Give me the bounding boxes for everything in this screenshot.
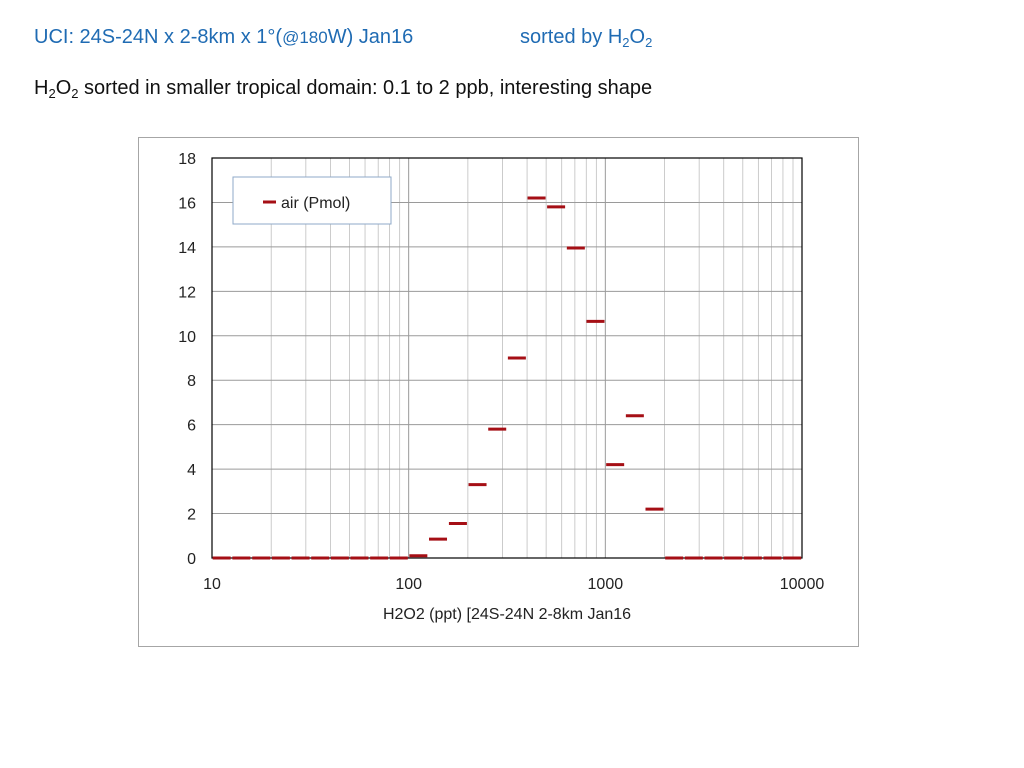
- y-tick-label: 14: [178, 240, 196, 257]
- y-tick-label: 2: [187, 507, 196, 524]
- title-sorted-by: sorted by H2O2: [520, 26, 652, 49]
- title-o-text: O: [629, 26, 646, 48]
- x-axis-tick-labels: 10 100 1000 10000: [203, 576, 824, 593]
- x-tick-label: 10000: [780, 576, 825, 593]
- y-tick-label: 10: [178, 329, 196, 346]
- y-tick-label: 12: [178, 284, 196, 301]
- title-tail-text: W) Jan16: [327, 26, 414, 48]
- legend: air (Pmol): [232, 176, 392, 225]
- title-sorted-text: sorted by H: [520, 26, 623, 48]
- title-subscript: 2: [622, 34, 630, 50]
- y-tick-label: 16: [178, 195, 196, 212]
- slide-title: UCI: 24S-24N x 2-8km x 1°(@180W) Jan16 so…: [34, 26, 652, 49]
- minor-gridlines: [270, 158, 794, 558]
- plot-area: [211, 157, 803, 559]
- y-tick-label: 8: [187, 373, 196, 390]
- legend-label: air (Pmol): [281, 195, 350, 212]
- y-tick-label: 0: [187, 551, 196, 568]
- slide-subtitle: H2O2 sorted in smaller tropical domain: …: [34, 77, 652, 100]
- subtitle-subscript: 2: [48, 85, 56, 101]
- x-tick-label: 100: [395, 576, 422, 593]
- subtitle-subscript: 2: [71, 85, 79, 101]
- y-axis-tick-labels: 0 2 4 6 8 10 12 14 16 18: [178, 151, 196, 568]
- title-main-text: UCI: 24S-24N x 2-8km x 1°(: [34, 26, 283, 48]
- subtitle-h-text: H: [34, 77, 49, 99]
- title-small-text: @180: [282, 28, 328, 47]
- x-axis-label: H2O2 (ppt) [24S-24N 2-8km Jan16: [383, 606, 631, 623]
- x-tick-label: 1000: [588, 576, 624, 593]
- y-tick-label: 4: [187, 462, 196, 479]
- legend-box: [232, 176, 392, 225]
- y-tick-label: 18: [178, 151, 196, 168]
- subtitle-rest-text: sorted in smaller tropical domain: 0.1 t…: [78, 77, 653, 99]
- data-marks: [212, 196, 802, 560]
- subtitle-o-text: O: [55, 77, 72, 99]
- title-subscript: 2: [645, 34, 653, 50]
- x-tick-label: 10: [203, 576, 221, 593]
- y-tick-label: 6: [187, 418, 196, 435]
